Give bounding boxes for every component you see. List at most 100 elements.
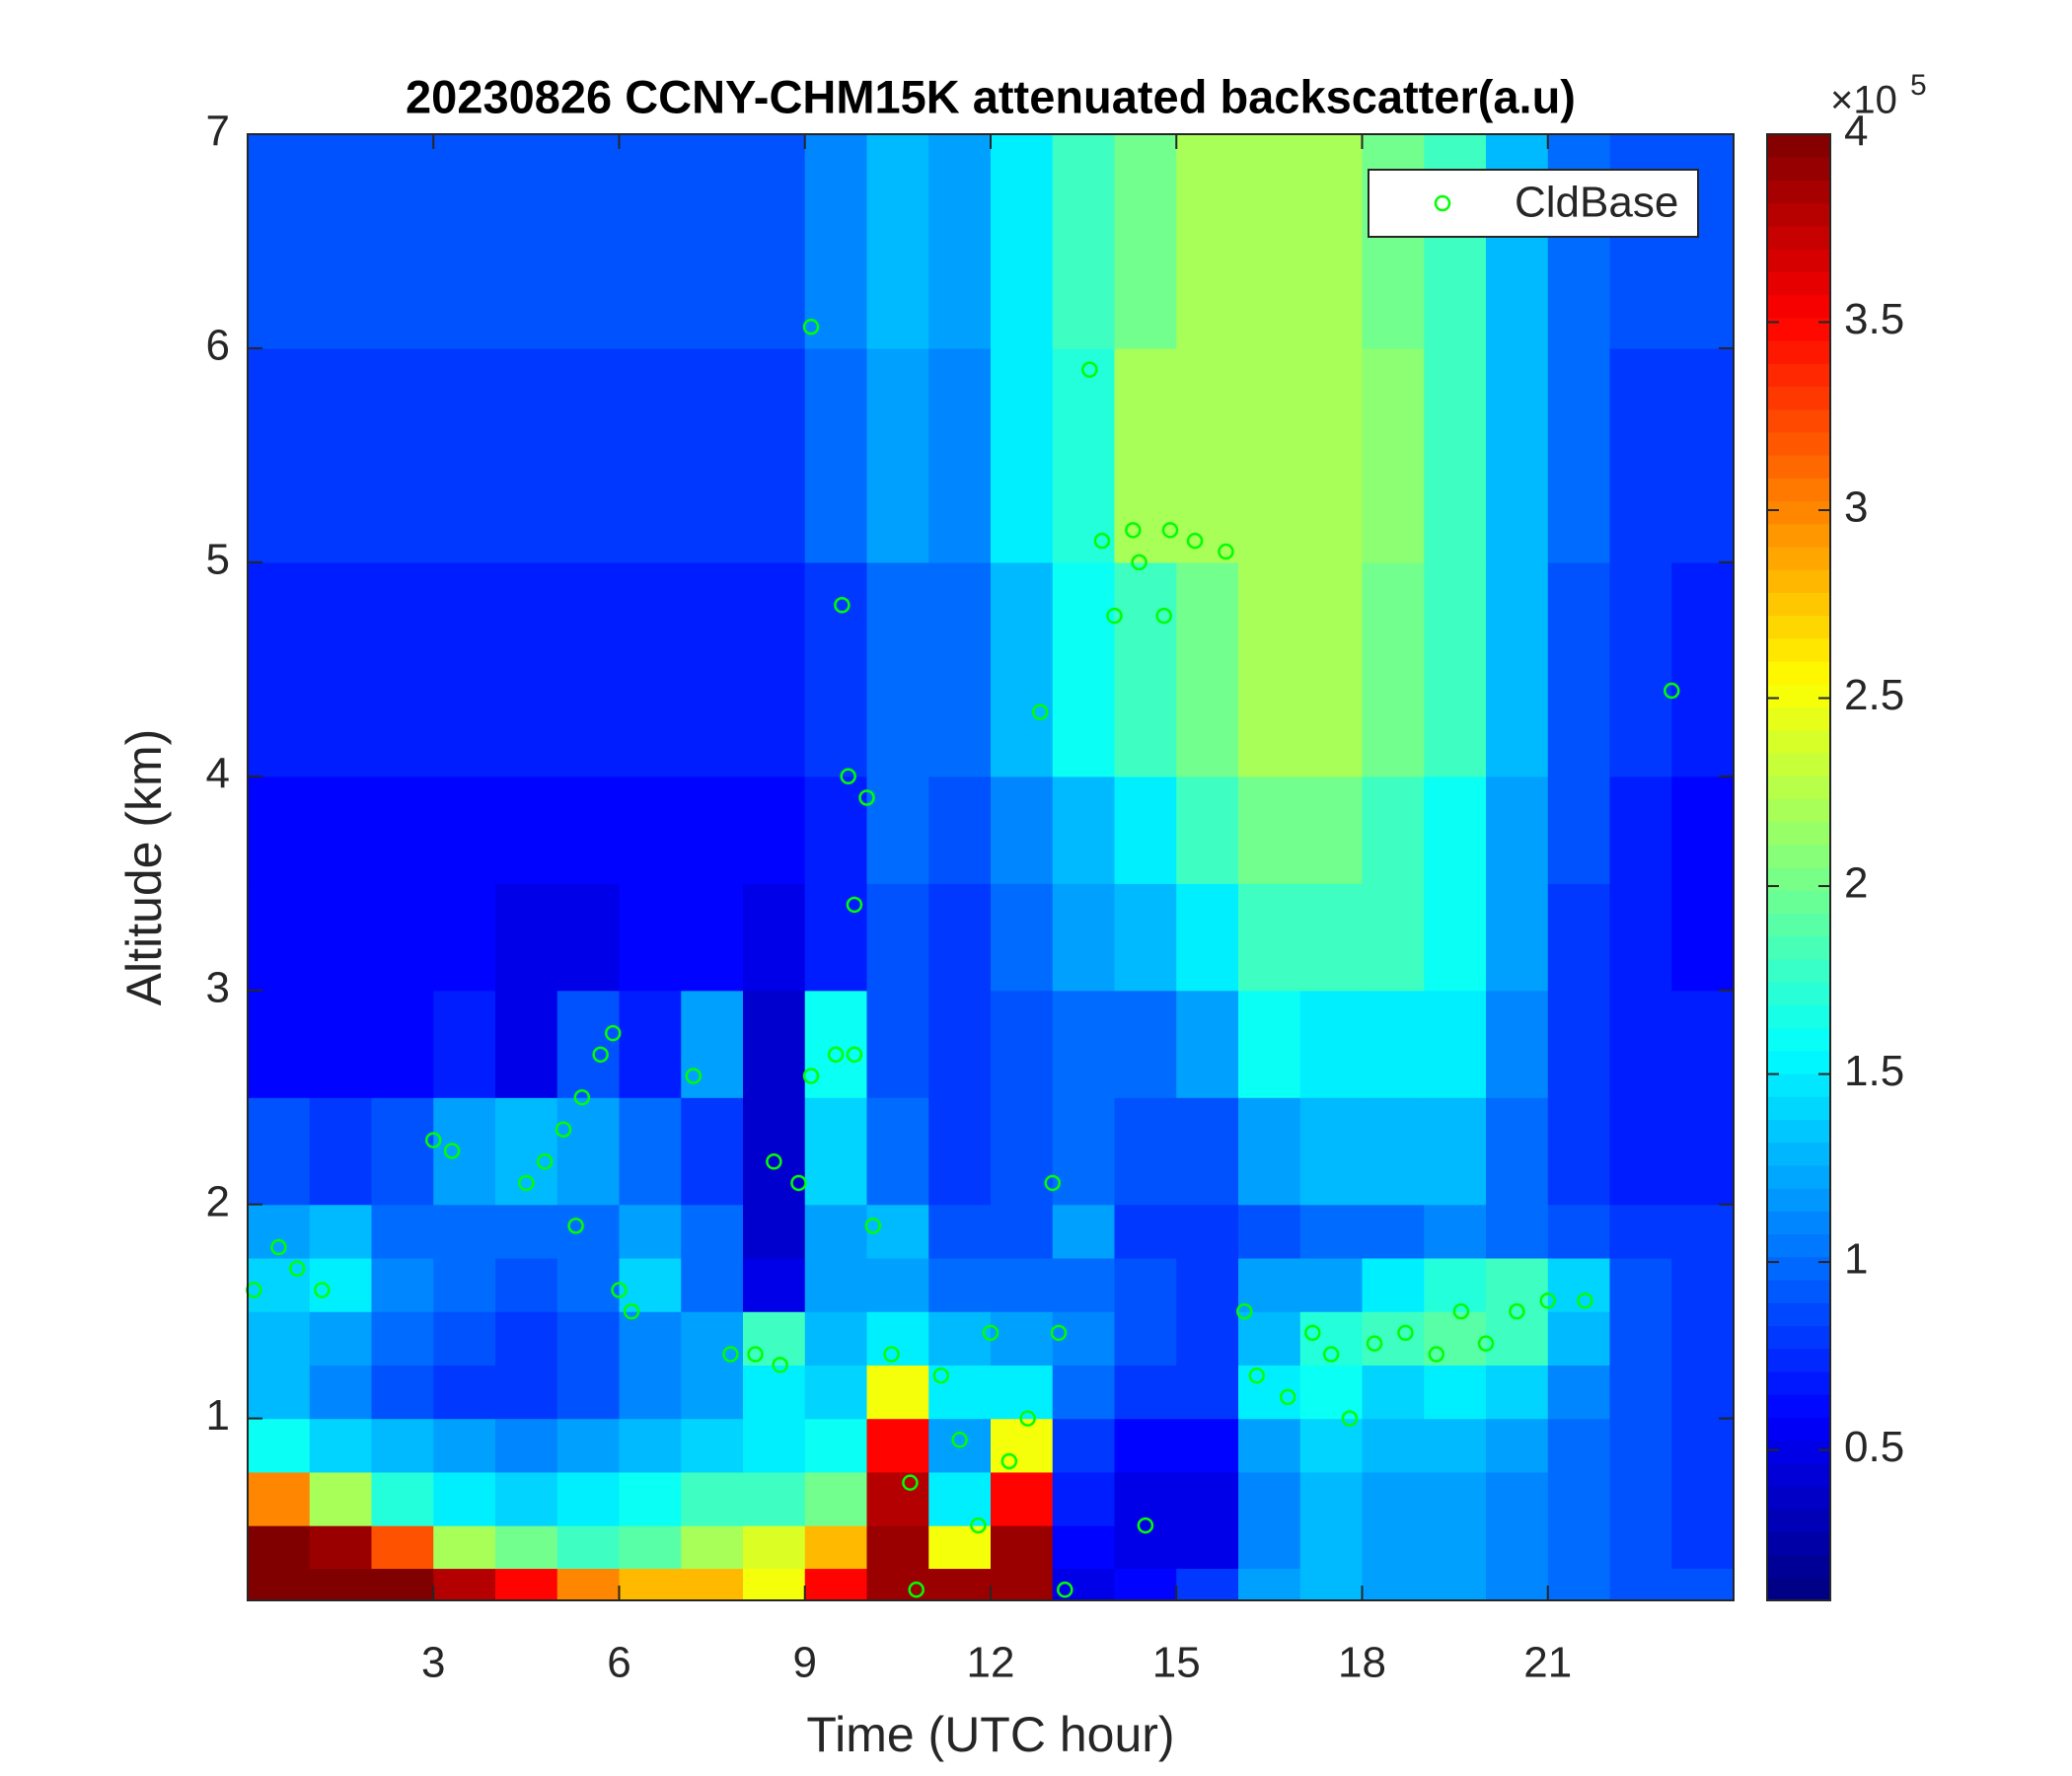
colorbar-swatch [1767, 1211, 1830, 1235]
heatmap-cell [743, 347, 806, 563]
heatmap-cell [248, 883, 311, 992]
cloud-base-point [270, 1238, 287, 1256]
colorbar-tick-label: 1.5 [1844, 1047, 1904, 1095]
colorbar-swatch [1767, 1164, 1830, 1189]
heatmap-cell [433, 990, 496, 1098]
colorbar-swatch [1767, 157, 1830, 182]
heatmap-cell [743, 561, 806, 777]
heatmap-cell [433, 776, 496, 884]
heatmap-cell [495, 347, 558, 563]
colorbar-swatch [1767, 1325, 1830, 1350]
heatmap-cell [991, 1257, 1054, 1312]
heatmap-cell [1299, 776, 1364, 884]
heatmap-cell [556, 1568, 621, 1601]
y-tick-label: 4 [206, 749, 230, 797]
colorbar-swatch [1767, 1119, 1830, 1144]
colorbar-swatch [1767, 637, 1830, 662]
heatmap-cell [433, 1365, 496, 1420]
heatmap-cell [1424, 1471, 1487, 1526]
cloud-base-point [1366, 1335, 1383, 1352]
heatmap-cell [248, 1471, 311, 1526]
heatmap-cell [556, 1365, 621, 1420]
heatmap-cell [371, 1568, 434, 1601]
cloud-base-point [1000, 1452, 1018, 1470]
cloud-base-point [902, 1474, 919, 1491]
colorbar-swatch [1767, 592, 1830, 617]
colorbar-swatch [1767, 386, 1830, 410]
cloud-base-point [1044, 1174, 1061, 1192]
heatmap-cell [1362, 1204, 1425, 1259]
y-tick-label: 3 [206, 963, 230, 1011]
heatmap-cell [1547, 1365, 1611, 1420]
heatmap-cell [1238, 990, 1301, 1098]
cloud-base-point [766, 1153, 782, 1170]
x-tick-label: 3 [421, 1639, 445, 1687]
y-tick-label: 1 [206, 1391, 230, 1440]
heatmap-cell [866, 1471, 929, 1526]
heatmap-cell [1486, 1418, 1549, 1473]
heatmap-cell [1176, 1097, 1239, 1206]
heatmap-cell [248, 347, 311, 563]
heatmap-cell [1052, 1365, 1116, 1420]
heatmap-cell [433, 1418, 496, 1473]
heatmap-cell [1424, 1525, 1487, 1570]
heatmap-cell [1362, 561, 1425, 777]
heatmap-cell [371, 1204, 434, 1259]
heatmap-cell [866, 134, 929, 349]
colorbar-multiplier: ×10 [1830, 79, 1897, 122]
heatmap-cell [1609, 1471, 1672, 1526]
heatmap-cell [433, 1525, 496, 1570]
heatmap-cell [1238, 1568, 1301, 1601]
heatmap-cell [433, 561, 496, 777]
colorbar-swatch [1767, 523, 1830, 548]
colorbar-swatch [1767, 615, 1830, 639]
cloud-base-point [864, 1218, 882, 1234]
heatmap-cell [804, 1097, 868, 1206]
heatmap-cell [1671, 1525, 1735, 1570]
heatmap-cell [619, 1471, 682, 1526]
heatmap-cell [1424, 776, 1487, 884]
cloud-base-point [1186, 532, 1204, 550]
colorbar-swatch [1767, 1188, 1830, 1212]
cloud-base-point [1093, 532, 1111, 550]
heatmap-cell [1176, 1471, 1239, 1526]
heatmap-cell [433, 347, 496, 563]
heatmap-cell [556, 1525, 621, 1570]
heatmap-cell [1114, 1204, 1177, 1259]
cloud-base-point [1477, 1335, 1495, 1352]
heatmap-cell [928, 134, 992, 349]
heatmap-cell [866, 1097, 929, 1206]
heatmap-cell [1362, 1471, 1425, 1526]
colorbar-swatch [1767, 982, 1830, 1005]
heatmap-cell [1362, 1568, 1425, 1601]
heatmap-cell [1609, 1568, 1672, 1601]
heatmap-cell [1114, 561, 1177, 777]
heatmap-cell [556, 776, 621, 884]
heatmap-cell [681, 990, 744, 1098]
colorbar-swatch [1767, 180, 1830, 204]
heatmap-cell [928, 990, 992, 1098]
cloud-base-point [1539, 1293, 1556, 1309]
heatmap-cell [681, 1525, 744, 1570]
heatmap-cell [1671, 883, 1735, 992]
cloud-base-point [802, 318, 820, 335]
colorbar-swatch [1767, 1050, 1830, 1074]
heatmap-cell [1114, 1365, 1177, 1420]
heatmap-cell [681, 134, 744, 349]
colorbar-swatch [1767, 684, 1830, 708]
colorbar-swatch [1767, 752, 1830, 777]
colorbar-swatch [1767, 271, 1830, 296]
colorbar-box [1766, 133, 1831, 1601]
x-tick-label: 15 [1152, 1639, 1201, 1687]
cloud-base-point [573, 1088, 591, 1106]
heatmap-cell [371, 1311, 434, 1366]
heatmap-cell [619, 1525, 682, 1570]
heatmap-cell [556, 883, 621, 992]
cloud-base-point [1125, 522, 1142, 539]
heatmap-cell [1299, 347, 1364, 563]
colorbar-tick-label: 4 [1844, 108, 1868, 156]
colorbar-tick-label: 2.5 [1844, 671, 1904, 719]
colorbar-swatch [1767, 1348, 1830, 1372]
colorbar-swatch [1767, 1440, 1830, 1464]
